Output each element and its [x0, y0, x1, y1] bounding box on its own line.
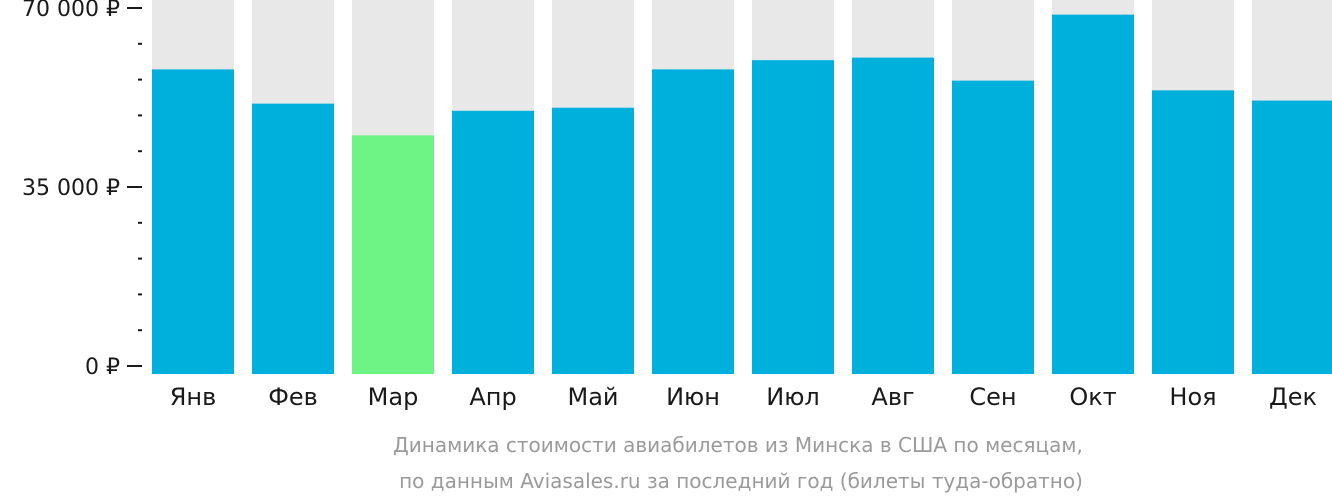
- bar-2[interactable]: [252, 103, 334, 374]
- y-tick-label: 70 000 ₽: [22, 0, 120, 22]
- x-category-label: Окт: [1069, 383, 1116, 411]
- y-axis: 0 ₽ 35 000 ₽ 70 000 ₽: [22, 0, 142, 380]
- x-category-label: Янв: [170, 383, 217, 411]
- bar-8[interactable]: [852, 57, 934, 374]
- x-category-label: Авг: [871, 383, 914, 411]
- x-category-label: Мар: [368, 383, 419, 411]
- x-category-label: Июн: [666, 383, 720, 411]
- x-category-label: Дек: [1269, 383, 1317, 411]
- x-category-label: Апр: [469, 383, 516, 411]
- bar-7[interactable]: [752, 60, 834, 375]
- x-axis-labels: Янв Фев Мар Апр Май Июн Июл Авг Сен Окт Ноя Дек: [170, 383, 1317, 411]
- bar-10[interactable]: [1052, 14, 1134, 375]
- caption-line-1: Динамика стоимости авиабилетов из Минска…: [393, 433, 1083, 457]
- x-category-label: Фев: [268, 383, 318, 411]
- x-category-label: Сен: [969, 383, 1016, 411]
- bar-1[interactable]: [152, 69, 234, 374]
- bar-11[interactable]: [1152, 90, 1234, 374]
- bar-12[interactable]: [1252, 100, 1332, 374]
- bar-3[interactable]: [352, 135, 434, 374]
- y-tick-label: 35 000 ₽: [22, 176, 120, 201]
- x-category-label: Ноя: [1169, 383, 1216, 411]
- x-category-label: Май: [567, 383, 618, 411]
- chart-caption: Динамика стоимости авиабилетов из Минска…: [393, 433, 1083, 493]
- x-category-label: Июл: [766, 383, 820, 411]
- caption-line-2: по данным Aviasales.ru за последний год …: [399, 469, 1083, 493]
- bar-9[interactable]: [952, 80, 1034, 374]
- y-tick-label: 0 ₽: [85, 355, 120, 380]
- bar-6[interactable]: [652, 69, 734, 374]
- bar-4[interactable]: [452, 110, 534, 374]
- bars: [152, 0, 1332, 375]
- bar-5[interactable]: [552, 107, 634, 374]
